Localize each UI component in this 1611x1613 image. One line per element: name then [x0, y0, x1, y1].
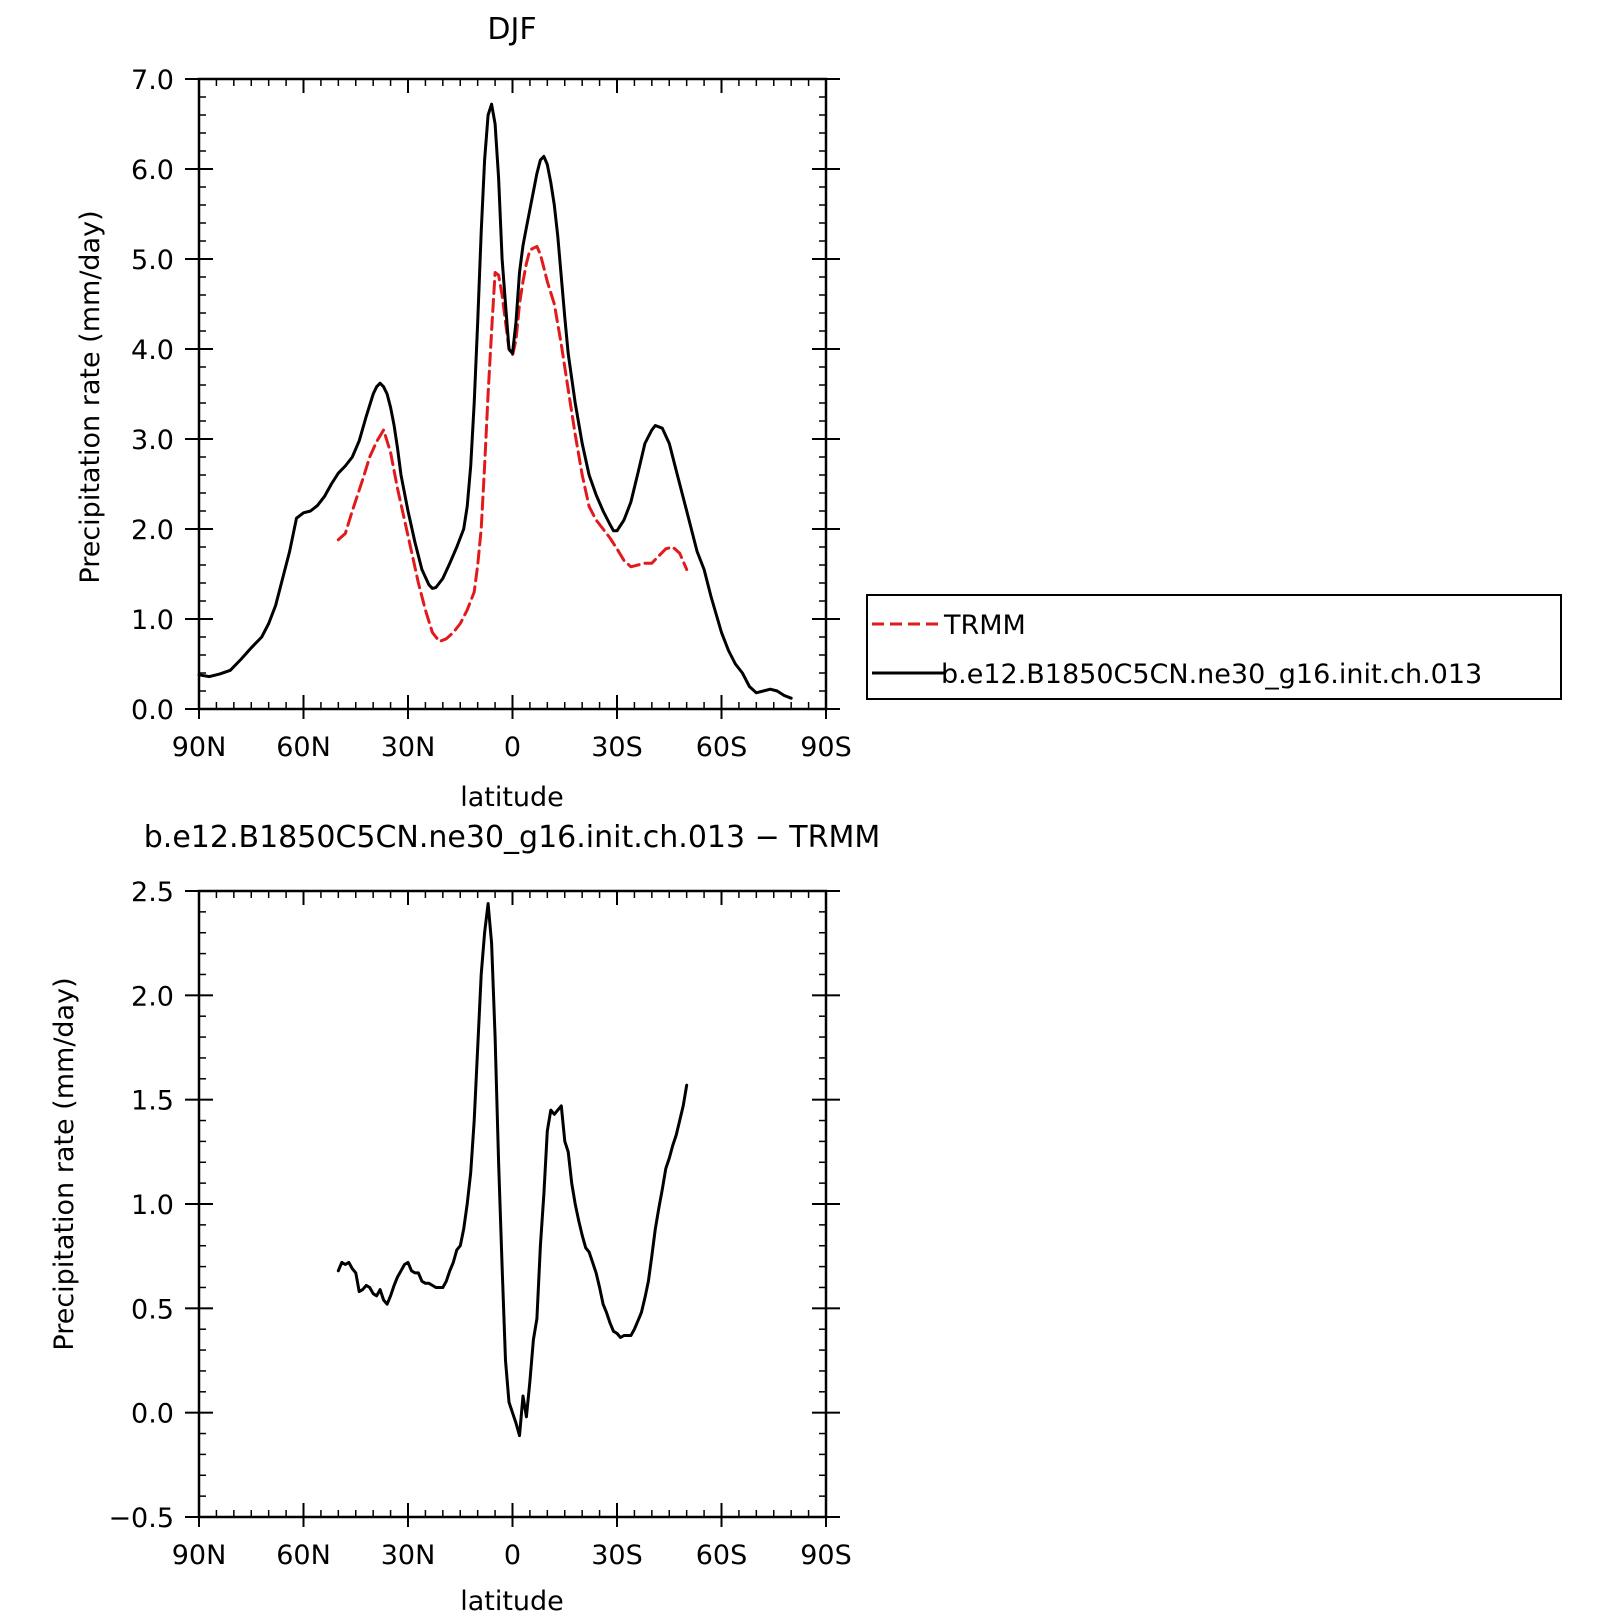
plot-frame: [197, 889, 828, 1519]
x-tick-label: 90N: [172, 1540, 227, 1571]
legend-box: [866, 594, 1562, 700]
y-tick-label: 2.5: [131, 877, 174, 908]
difference-panel: b.e12.B1850C5CN.ne30_g16.init.ch.013 − T…: [49, 820, 880, 1613]
x-tick-label: 0: [504, 732, 521, 763]
x-tick-label: 30S: [591, 1540, 643, 1571]
chart-title: DJF: [487, 12, 536, 47]
y-tick-label: 6.0: [131, 155, 174, 186]
chart-title: b.e12.B1850C5CN.ne30_g16.init.ch.013 − T…: [144, 820, 880, 855]
x-tick-label: 60N: [276, 1540, 331, 1571]
series-line-model: [197, 102, 793, 700]
y-tick-label: 3.0: [131, 425, 174, 456]
series-line-model: [336, 902, 689, 1438]
x-axis-label: latitude: [460, 782, 564, 813]
plot-frame: [197, 77, 828, 711]
y-tick-label: 1.0: [131, 605, 174, 636]
climatology-panel: DJF Precipitation rate (mm/day) latitude…: [75, 12, 852, 813]
y-tick-label: 1.5: [131, 1086, 174, 1117]
legend: TRMM b.e12.B1850C5CN.ne30_g16.init.ch.01…: [866, 594, 1562, 700]
y-tick-label: 5.0: [131, 245, 174, 276]
y-axis-label: Precipitation rate (mm/day): [49, 977, 80, 1350]
y-axis-label: Precipitation rate (mm/day): [75, 210, 106, 583]
x-tick-label: 30N: [381, 1540, 436, 1571]
tick-labels: 90N 60N 30N 0 30S 60S 90S 0.0 1.0 2.0 3.0 4.0 5.0 6.0…: [131, 65, 852, 763]
x-tick-label: 90S: [800, 1540, 852, 1571]
y-tick-label: 4.0: [131, 335, 174, 366]
x-tick-label: 30N: [381, 732, 436, 763]
series-line-trmm: [336, 244, 689, 643]
y-tick-label: 7.0: [131, 65, 174, 96]
tick-labels: 90N 60N 30N 0 30S 60S 90S −0.5 0.0 0.5 1.0 1.5 2.0 2.…: [108, 877, 851, 1571]
x-tick-label: 0: [504, 1540, 521, 1571]
y-tick-label: 0.0: [131, 1399, 174, 1430]
y-tick-label: 1.0: [131, 1190, 174, 1221]
y-tick-label: −0.5: [108, 1503, 174, 1534]
x-tick-label: 90N: [172, 732, 227, 763]
x-tick-label: 60S: [696, 732, 748, 763]
y-tick-label: 2.0: [131, 981, 174, 1012]
y-tick-label: 0.5: [131, 1294, 174, 1325]
series-lines: [336, 902, 689, 1438]
legend-label-model: b.e12.B1850C5CN.ne30_g16.init.ch.013: [941, 659, 1482, 690]
legend-label-trmm: TRMM: [943, 610, 1026, 641]
y-tick-label: 0.0: [131, 695, 174, 726]
x-tick-label: 90S: [800, 732, 852, 763]
series-lines: [197, 102, 793, 700]
y-tick-label: 2.0: [131, 515, 174, 546]
x-tick-label: 60N: [276, 732, 331, 763]
x-tick-label: 60S: [696, 1540, 748, 1571]
x-axis-label: latitude: [460, 1586, 564, 1613]
x-tick-label: 30S: [591, 732, 643, 763]
